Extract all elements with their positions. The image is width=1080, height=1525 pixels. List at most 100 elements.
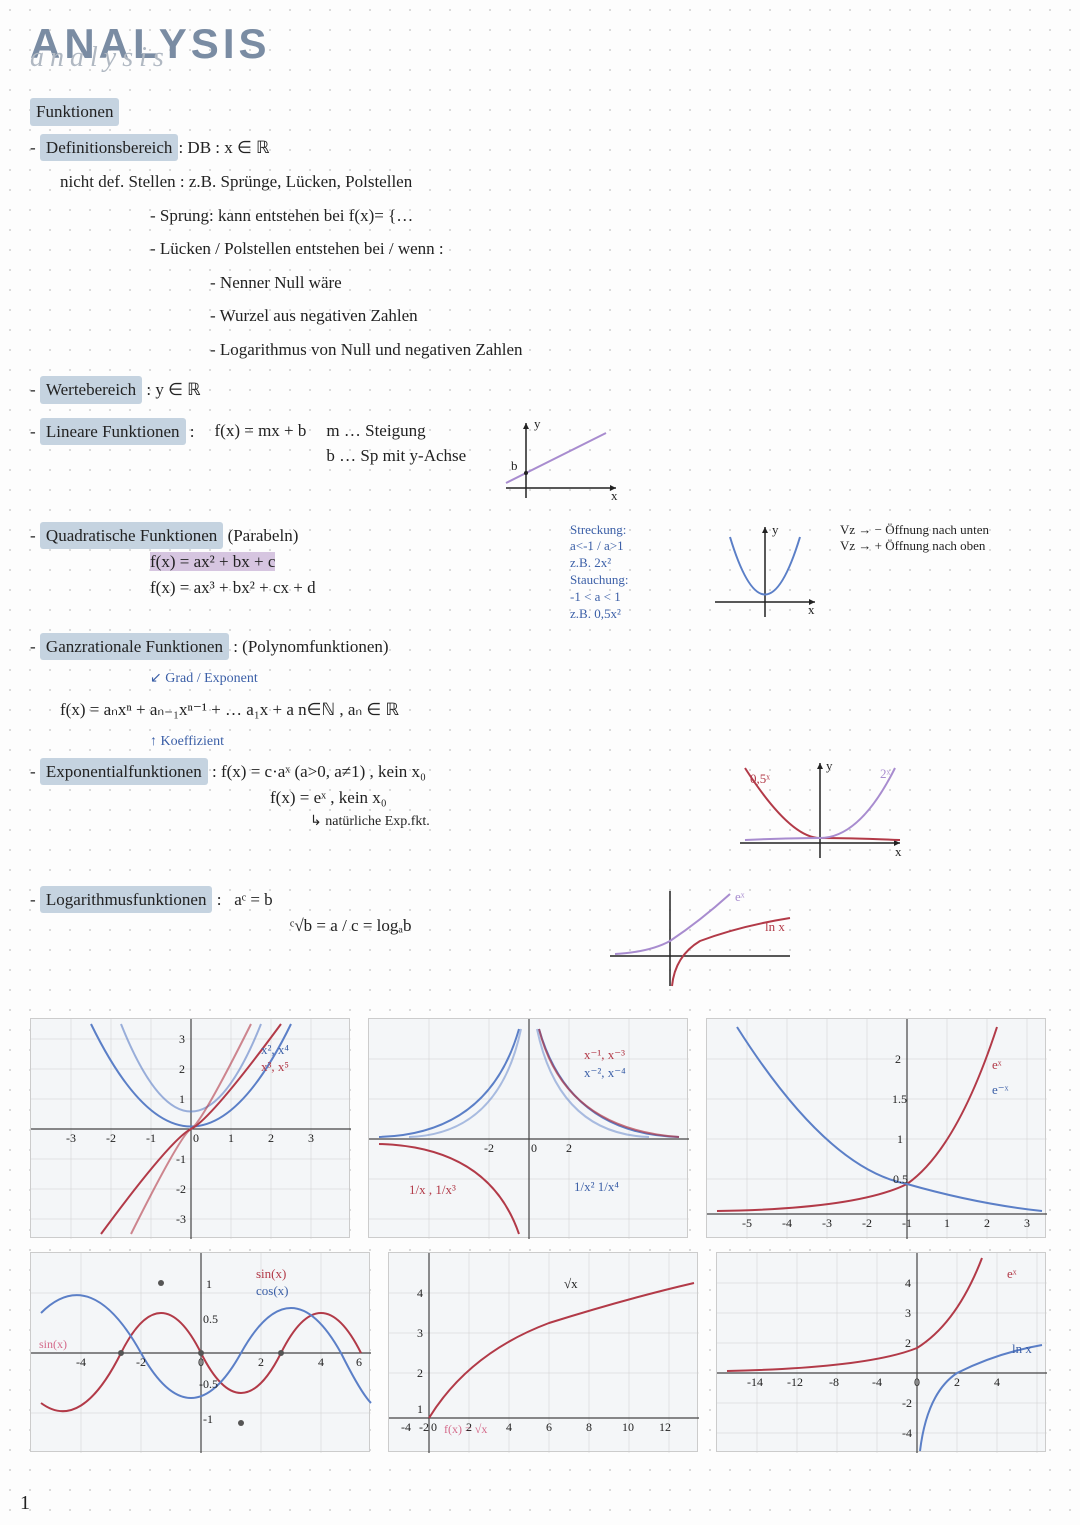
svg-text:0: 0 <box>531 1141 537 1155</box>
svg-text:y: y <box>772 522 779 537</box>
svg-text:-8: -8 <box>829 1375 839 1389</box>
section-lineare: - Lineare Funktionen : f(x) = mx + b m …… <box>30 418 1050 508</box>
line-nenner: - Nenner Null wäre <box>210 270 1050 296</box>
plot-exp: eˣ e⁻ˣ 21.510.5 -5-4-3-2-1 123 <box>706 1018 1046 1238</box>
quad-vz-notes: Vz → − Öffnung nach unten Vz → + Öffnung… <box>840 522 990 556</box>
svg-text:x: x <box>808 602 815 617</box>
plot-row-1: x², x⁴ x³, x⁵ -3-2-1 0123 321 -1-2-3 x⁻¹… <box>30 1018 1050 1238</box>
sketch-linear: b y x <box>486 418 626 508</box>
sketch-parabola: y x <box>710 522 820 622</box>
svg-text:1: 1 <box>206 1277 212 1291</box>
svg-text:-2: -2 <box>902 1396 912 1410</box>
svg-text:2: 2 <box>954 1375 960 1389</box>
ganz-koeff: ↑ Koeffizient <box>150 731 1050 752</box>
svg-text:-2: -2 <box>862 1216 872 1230</box>
svg-text:ln x: ln x <box>1012 1341 1032 1356</box>
svg-text:2: 2 <box>179 1062 185 1076</box>
lineare-b: b … Sp mit y-Achse <box>326 443 466 469</box>
svg-text:e⁻ˣ: e⁻ˣ <box>992 1082 1009 1097</box>
svg-text:x⁻¹, x⁻³: x⁻¹, x⁻³ <box>584 1047 625 1062</box>
svg-text:2: 2 <box>905 1336 911 1350</box>
svg-text:0.5: 0.5 <box>893 1172 908 1186</box>
svg-text:-2: -2 <box>484 1141 494 1155</box>
svg-text:cos(x): cos(x) <box>256 1283 289 1298</box>
svg-text:4: 4 <box>417 1286 423 1300</box>
exp-eq1: f(x) = c·aˣ (a>0, a≠1) , kein x₀ <box>221 762 426 781</box>
svg-text:1: 1 <box>228 1131 234 1145</box>
svg-text:3: 3 <box>1024 1216 1030 1230</box>
svg-text:-4: -4 <box>782 1216 792 1230</box>
svg-text:-4: -4 <box>401 1420 411 1434</box>
svg-text:3: 3 <box>308 1131 314 1145</box>
svg-text:3: 3 <box>179 1032 185 1046</box>
svg-text:1/x , 1/x³: 1/x , 1/x³ <box>409 1182 456 1197</box>
line-wertebereich: - Wertebereich : y ∈ ℝ <box>30 376 1050 404</box>
svg-text:1: 1 <box>897 1132 903 1146</box>
svg-text:0: 0 <box>431 1420 437 1434</box>
svg-text:2: 2 <box>895 1052 901 1066</box>
log-eq1: aᶜ = b <box>234 890 272 909</box>
svg-text:-5: -5 <box>742 1216 752 1230</box>
quad-notes: Streckung: a<-1 / a>1 z.B. 2x² Stauchung… <box>570 522 690 623</box>
svg-text:-12: -12 <box>787 1375 803 1389</box>
svg-text:sin(x): sin(x) <box>39 1337 67 1351</box>
svg-text:y: y <box>826 758 833 773</box>
line-wurzel: - Wurzel aus negativen Zahlen <box>210 303 1050 329</box>
svg-text:-2: -2 <box>419 1420 429 1434</box>
svg-text:-4: -4 <box>902 1426 912 1440</box>
svg-text:3: 3 <box>417 1326 423 1340</box>
plot-power: x², x⁴ x³, x⁵ -3-2-1 0123 321 -1-2-3 <box>30 1018 350 1238</box>
svg-text:0.5: 0.5 <box>203 1312 218 1326</box>
page-number: 1 <box>20 1492 30 1515</box>
svg-text:-2: -2 <box>176 1182 186 1196</box>
log-eq2: ᶜ√b = a / c = logₐb <box>290 913 580 939</box>
svg-text:-3: -3 <box>822 1216 832 1230</box>
section-logarithmus: - Logarithmusfunktionen : aᶜ = b ᶜ√b = a… <box>30 886 1050 996</box>
section-funktionen: Funktionen <box>30 98 1050 126</box>
title-main: ANALYSIS <box>30 20 1050 68</box>
svg-text:eˣ: eˣ <box>1007 1266 1017 1281</box>
svg-text:y: y <box>534 416 541 431</box>
plot-reciprocal: x⁻¹, x⁻³ x⁻², x⁻⁴ 1/x , 1/x³ 1/x² 1/x⁴ -… <box>368 1018 688 1238</box>
plot-ln: eˣ ln x -14-12-8-4 024 432 -2-4 <box>716 1252 1046 1452</box>
section-quadratische: - Quadratische Funktionen (Parabeln) f(x… <box>30 522 1050 623</box>
svg-text:3: 3 <box>905 1306 911 1320</box>
svg-text:2: 2 <box>417 1366 423 1380</box>
ganz-eq: f(x) = aₙxⁿ + aₙ₋₁xⁿ⁻¹ + … a₁x + a n∈ℕ ,… <box>60 697 1050 723</box>
svg-text:-2: -2 <box>136 1355 146 1369</box>
svg-text:-3: -3 <box>66 1131 76 1145</box>
svg-text:sin(x): sin(x) <box>256 1266 286 1281</box>
svg-text:ln x: ln x <box>765 919 785 934</box>
svg-text:2: 2 <box>466 1420 472 1434</box>
svg-text:-14: -14 <box>747 1375 763 1389</box>
svg-text:-1: -1 <box>176 1152 186 1166</box>
svg-text:b: b <box>511 458 518 473</box>
svg-text:x⁻², x⁻⁴: x⁻², x⁻⁴ <box>584 1065 626 1080</box>
sketch-exp: 0,5ˣ 2ˣ y x <box>730 758 910 868</box>
svg-text:1: 1 <box>944 1216 950 1230</box>
svg-text:4: 4 <box>506 1420 512 1434</box>
svg-text:-3: -3 <box>176 1212 186 1226</box>
svg-text:x³, x⁵: x³, x⁵ <box>261 1059 289 1074</box>
svg-text:√x: √x <box>564 1276 578 1291</box>
svg-text:2: 2 <box>258 1355 264 1369</box>
section-exponential: - Exponentialfunktionen : f(x) = c·aˣ (a… <box>30 758 1050 868</box>
svg-text:eˣ: eˣ <box>992 1057 1002 1072</box>
exp-eq2: f(x) = eˣ , kein x₀ <box>270 785 710 811</box>
lineare-eq: f(x) = mx + b <box>215 418 307 444</box>
svg-text:-0.5: -0.5 <box>199 1377 218 1391</box>
svg-text:-2: -2 <box>106 1131 116 1145</box>
svg-text:0: 0 <box>193 1131 199 1145</box>
sketch-log: eˣ ln x <box>600 886 800 996</box>
svg-text:-1: -1 <box>146 1131 156 1145</box>
svg-text:-1: -1 <box>902 1216 912 1230</box>
svg-text:0: 0 <box>914 1375 920 1389</box>
svg-text:0,5ˣ: 0,5ˣ <box>750 771 770 786</box>
svg-text:12: 12 <box>659 1420 671 1434</box>
line-defbereich: - Definitionsbereich: DB : x ∈ ℝ <box>30 134 1050 162</box>
svg-text:-4: -4 <box>76 1355 86 1369</box>
svg-text:2: 2 <box>984 1216 990 1230</box>
svg-text:2: 2 <box>566 1141 572 1155</box>
svg-text:6: 6 <box>356 1355 362 1369</box>
quad-eq2: f(x) = ax³ + bx² + cx + d <box>150 575 550 601</box>
